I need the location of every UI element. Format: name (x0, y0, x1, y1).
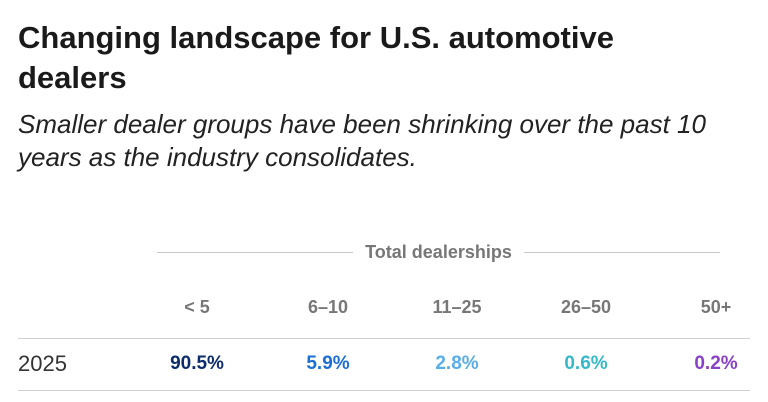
group-header: Total dealerships (157, 240, 720, 264)
column-header: 11–25 (432, 297, 482, 317)
value-cell: 90.5% (170, 353, 224, 374)
rule (157, 251, 354, 253)
subtitle: Smaller dealer groups have been shrinkin… (18, 109, 706, 172)
column-header: < 5 (184, 297, 210, 317)
title: Changing landscape for U.S. automotive d… (18, 20, 614, 95)
group-label: Total dealerships (365, 241, 512, 262)
value-cell: 0.2% (694, 353, 738, 374)
divider (18, 390, 750, 391)
rule (523, 251, 720, 253)
value-cell: 5.9% (306, 353, 350, 374)
column-header: 50+ (700, 297, 732, 317)
value-cell: 0.6% (564, 353, 608, 374)
column-header: 26–50 (560, 297, 612, 317)
row-label: 2025 (18, 351, 67, 376)
divider (18, 338, 750, 339)
column-header: 6–10 (307, 297, 349, 317)
value-cell: 2.8% (435, 353, 479, 374)
